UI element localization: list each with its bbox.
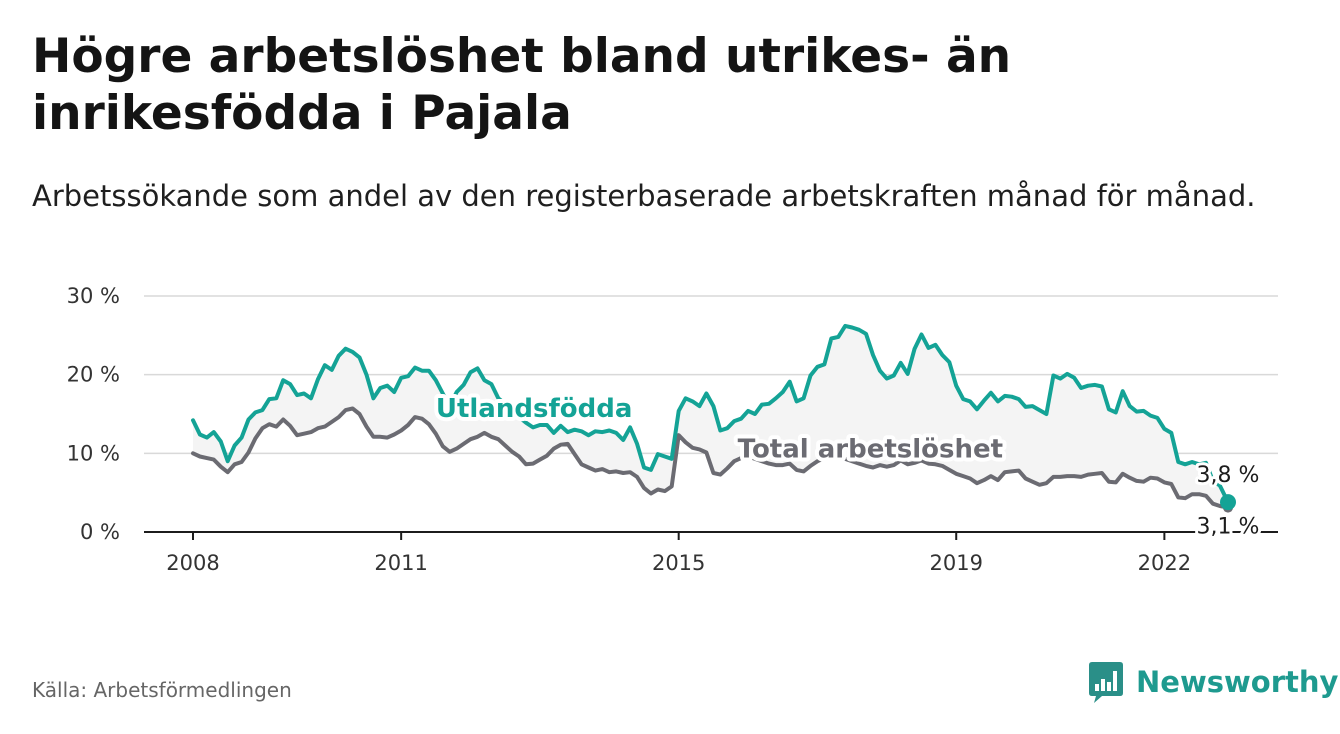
gap-area xyxy=(193,325,1228,508)
source-note: Källa: Arbetsförmedlingen xyxy=(32,678,292,702)
x-tick-label: 2022 xyxy=(1138,551,1191,575)
chart-title: Högre arbetslöshet bland utrikes- än inr… xyxy=(32,29,1012,141)
end-marker-utlandsfodda xyxy=(1220,494,1236,511)
gap-band xyxy=(193,325,1228,508)
end-label-utlandsfodda-halo: 3,8 % xyxy=(1197,463,1260,488)
x-tick-label: 2015 xyxy=(652,551,705,575)
series-label-utlandsfodda: Utlandsfödda xyxy=(436,394,633,424)
y-tick-label: 20 % xyxy=(67,363,120,387)
chart-subtitle: Arbetssökande som andel av den registerb… xyxy=(32,179,1256,213)
end-label-total-halo: 3,1 % xyxy=(1197,515,1260,540)
x-tick-label: 2008 xyxy=(166,551,219,575)
x-tick-label: 2019 xyxy=(929,551,982,575)
series-line-utlandsfodda xyxy=(191,323,1230,505)
x-tick-label: 2011 xyxy=(374,551,427,575)
axes: 0 % 10 % 20 % 30 % 2008 2011 2015 2019 2022 xyxy=(67,284,1191,575)
series-label-utlandsfodda-halo: Utlandsfödda xyxy=(436,394,633,424)
end-label-total: 3,1 % xyxy=(1197,515,1260,540)
y-tick-label: 10 % xyxy=(67,441,120,465)
line-chart: 0 % 10 % 20 % 30 % 2008 2011 2015 2019 2022 Utla… xyxy=(67,284,1278,575)
end-label-utlandsfodda: 3,8 % xyxy=(1197,463,1260,488)
series-label-total: Total arbetslöshet xyxy=(738,434,1003,464)
brand-name: Newsworthy xyxy=(1136,665,1339,699)
series-label-total-halo: Total arbetslöshet xyxy=(738,434,1003,464)
newsworthy-chart-logo-icon xyxy=(1089,662,1123,703)
newsworthy-logo[interactable]: Newsworthy xyxy=(1088,660,1338,704)
series-line-total xyxy=(191,406,1230,510)
y-tick-label: 0 % xyxy=(80,520,120,544)
series-lines xyxy=(191,323,1236,513)
y-tick-label: 30 % xyxy=(67,284,120,308)
